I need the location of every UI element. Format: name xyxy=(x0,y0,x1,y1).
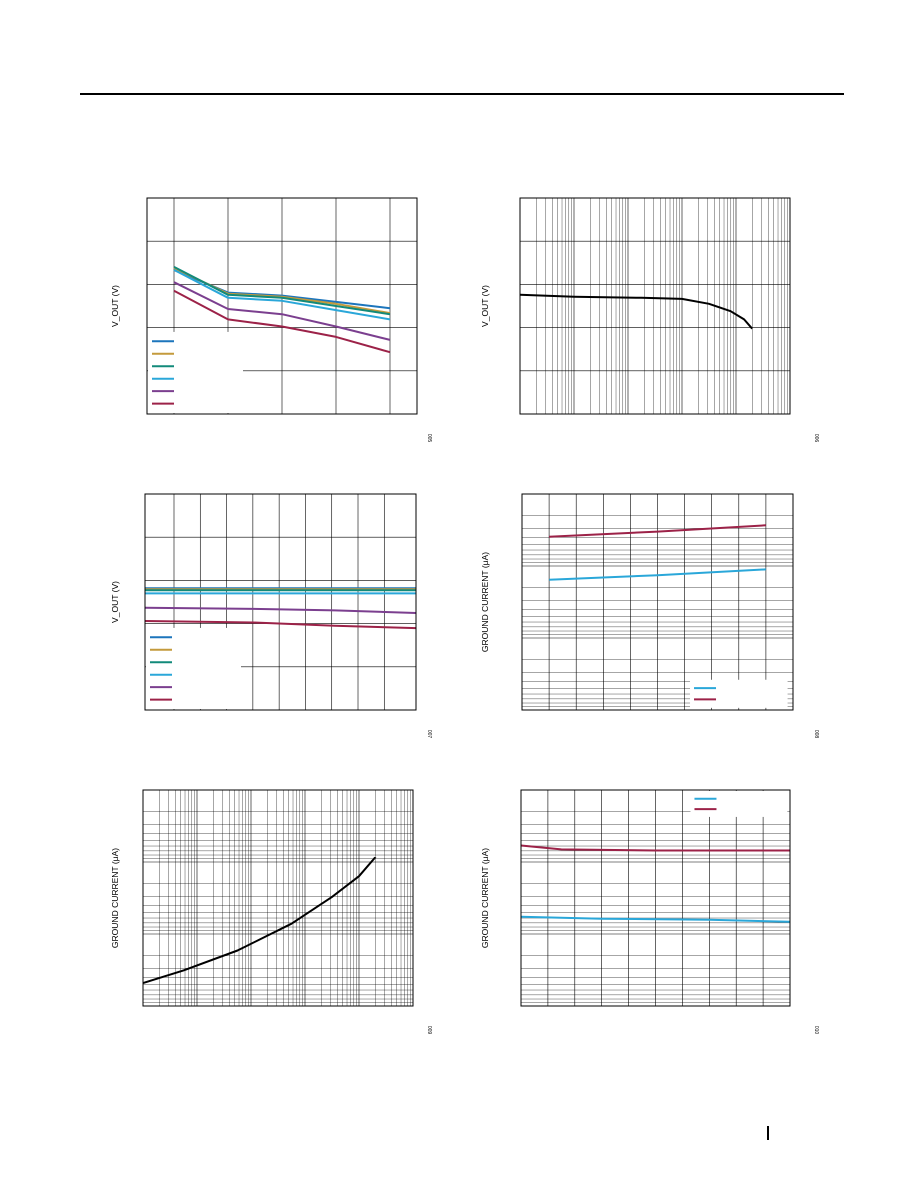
plot-frame xyxy=(146,197,418,415)
plot-frame xyxy=(519,197,791,415)
y-axis-label: GROUND CURRENT (μA) xyxy=(480,848,490,948)
chart-ground-current-vs-load: GROUND CURRENT (μA) 009 xyxy=(110,789,432,1035)
chart-vout-vs-load-1: V_OUT (V) 005 xyxy=(110,197,432,443)
figure-id-label: 005 xyxy=(426,434,432,443)
grid xyxy=(147,198,417,414)
plot-frame xyxy=(521,493,794,711)
legend-box xyxy=(690,791,788,817)
y-axis-label: V_OUT (V) xyxy=(480,285,490,327)
figure-id-label: 009 xyxy=(426,1026,432,1035)
chart-vout-vs-frequency: V_OUT (V) 006 xyxy=(480,197,819,443)
chart-vout-vs-load-2: V_OUT (V) 007 xyxy=(110,493,432,739)
series-line xyxy=(173,269,391,321)
series-line xyxy=(173,266,391,316)
figure-id-label: 008 xyxy=(813,730,819,739)
header-rule xyxy=(80,93,844,95)
series-line xyxy=(142,856,377,985)
grid xyxy=(142,789,414,1007)
chart-ground-current-2: GROUND CURRENT (μA) 010 xyxy=(480,789,819,1035)
y-axis-label: V_OUT (V) xyxy=(110,285,120,327)
legend-box xyxy=(690,679,788,708)
series-line xyxy=(549,568,766,581)
legend-box xyxy=(146,627,241,709)
series-line xyxy=(549,524,766,538)
legend xyxy=(690,679,788,708)
plot-frame xyxy=(142,789,414,1007)
series-line xyxy=(520,915,791,923)
plot-frame xyxy=(520,789,791,1007)
series-line xyxy=(144,620,417,630)
legend xyxy=(148,331,243,413)
series-line xyxy=(519,293,753,330)
series-line xyxy=(144,606,417,614)
legend-box xyxy=(148,331,243,413)
figure-id-label: 007 xyxy=(426,730,432,739)
plot-frame xyxy=(144,493,417,711)
series-line xyxy=(520,844,790,852)
grid xyxy=(521,789,790,1007)
figure-id-label: 006 xyxy=(813,434,819,443)
y-axis-label: GROUND CURRENT (μA) xyxy=(480,552,490,652)
legend xyxy=(146,627,241,709)
grid xyxy=(519,198,791,414)
y-axis-label: GROUND CURRENT (μA) xyxy=(110,848,120,948)
page-footer-mark xyxy=(767,1126,769,1140)
chart-ground-current-1: GROUND CURRENT (μA) 008 xyxy=(480,493,819,739)
y-axis-label: V_OUT (V) xyxy=(110,581,120,623)
legend xyxy=(690,791,788,817)
figure-id-label: 010 xyxy=(813,1026,819,1035)
series-line xyxy=(173,281,391,341)
series-line xyxy=(173,289,391,354)
